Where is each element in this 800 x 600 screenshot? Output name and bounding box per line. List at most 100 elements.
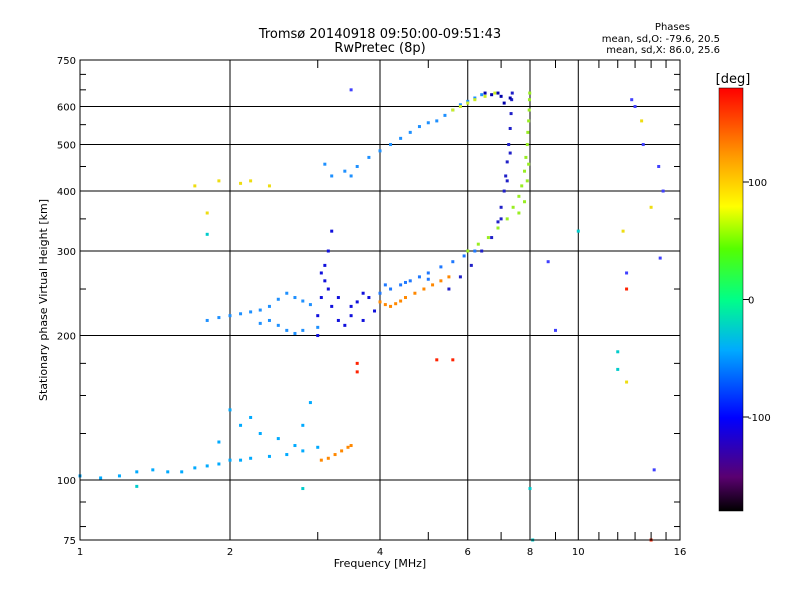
data-point (239, 423, 243, 427)
data-point (413, 291, 417, 295)
data-point (367, 296, 371, 300)
data-point (546, 260, 550, 264)
data-point (447, 287, 451, 291)
data-point (458, 103, 462, 107)
data-point (367, 155, 371, 159)
data-point (473, 98, 477, 102)
data-point (528, 91, 532, 95)
data-point (517, 194, 521, 198)
data-point (490, 93, 494, 97)
data-point (439, 265, 443, 269)
data-point (451, 108, 455, 112)
data-point (657, 164, 661, 168)
data-point (319, 296, 323, 300)
data-point (276, 297, 280, 301)
data-point (349, 304, 353, 308)
chart-title: Tromsø 20140918 09:50:00-09:51:43 (258, 27, 502, 42)
y-tick-label: 500 (57, 141, 76, 152)
colorbar-tick-label: 100 (748, 178, 767, 189)
data-point (151, 468, 155, 472)
data-point (426, 271, 430, 275)
data-point (510, 91, 514, 95)
data-point (509, 112, 513, 116)
data-point (355, 300, 359, 304)
data-point (480, 249, 484, 253)
data-point (458, 105, 462, 109)
y-axis-label: Stationary phase Virtual Height [km] (37, 199, 50, 401)
data-point (458, 275, 462, 279)
data-point (527, 108, 531, 112)
data-point (389, 304, 393, 308)
data-point (217, 440, 221, 444)
data-point (349, 88, 353, 92)
data-point (527, 162, 531, 166)
data-point (447, 275, 451, 279)
data-point (553, 328, 557, 332)
data-point (217, 179, 221, 183)
data-point (361, 318, 365, 322)
data-point (355, 370, 359, 374)
data-point (525, 179, 529, 183)
data-point (625, 287, 629, 291)
data-point (520, 184, 524, 188)
data-point (466, 101, 470, 105)
data-point (330, 304, 334, 308)
data-point (205, 464, 209, 468)
data-point (323, 279, 327, 283)
data-point (502, 189, 506, 193)
data-point (346, 445, 350, 449)
data-point (361, 291, 365, 295)
data-point (466, 99, 470, 103)
data-point (373, 309, 377, 313)
data-point (276, 437, 280, 441)
data-point (511, 205, 515, 209)
data-point (451, 260, 455, 264)
data-point (408, 279, 412, 283)
data-point (480, 93, 484, 97)
data-point (249, 179, 253, 183)
data-point (258, 432, 262, 436)
data-point (336, 296, 340, 300)
data-point (333, 453, 337, 457)
data-point (523, 200, 527, 204)
x-tick-label: 8 (527, 547, 533, 558)
data-point (462, 254, 466, 258)
data-point (616, 367, 620, 371)
data-point (435, 119, 439, 123)
data-point (490, 236, 494, 240)
data-point (308, 303, 312, 307)
data-point (135, 470, 139, 474)
data-point (326, 456, 330, 460)
data-point (316, 445, 320, 449)
phase-title: Phases (654, 22, 690, 33)
data-point (319, 271, 323, 275)
data-point (383, 283, 387, 287)
phase-x-stats: mean, sd,X: 86.0, 25.6 (606, 45, 720, 56)
data-point (285, 328, 289, 332)
y-tick-label: 400 (57, 187, 76, 198)
data-point (431, 283, 435, 287)
x-tick-label: 10 (572, 547, 585, 558)
data-point (205, 232, 209, 236)
data-point (267, 318, 271, 322)
data-point (621, 229, 625, 233)
data-point (641, 143, 645, 147)
data-point (507, 143, 511, 147)
y-tick-label: 300 (57, 247, 76, 258)
data-point (308, 401, 312, 405)
x-axis-ticks: 1 2 4 6 8 10 16 (77, 60, 686, 558)
data-point (496, 226, 500, 230)
data-point (422, 287, 426, 291)
data-point (135, 484, 139, 488)
data-point (526, 130, 530, 134)
data-point (408, 130, 412, 134)
data-point (258, 308, 262, 312)
data-point (616, 350, 620, 354)
data-point (508, 151, 512, 155)
data-point (228, 314, 232, 318)
data-point (293, 444, 297, 448)
data-point (505, 160, 509, 164)
data-point (276, 323, 280, 327)
data-point (340, 449, 344, 453)
